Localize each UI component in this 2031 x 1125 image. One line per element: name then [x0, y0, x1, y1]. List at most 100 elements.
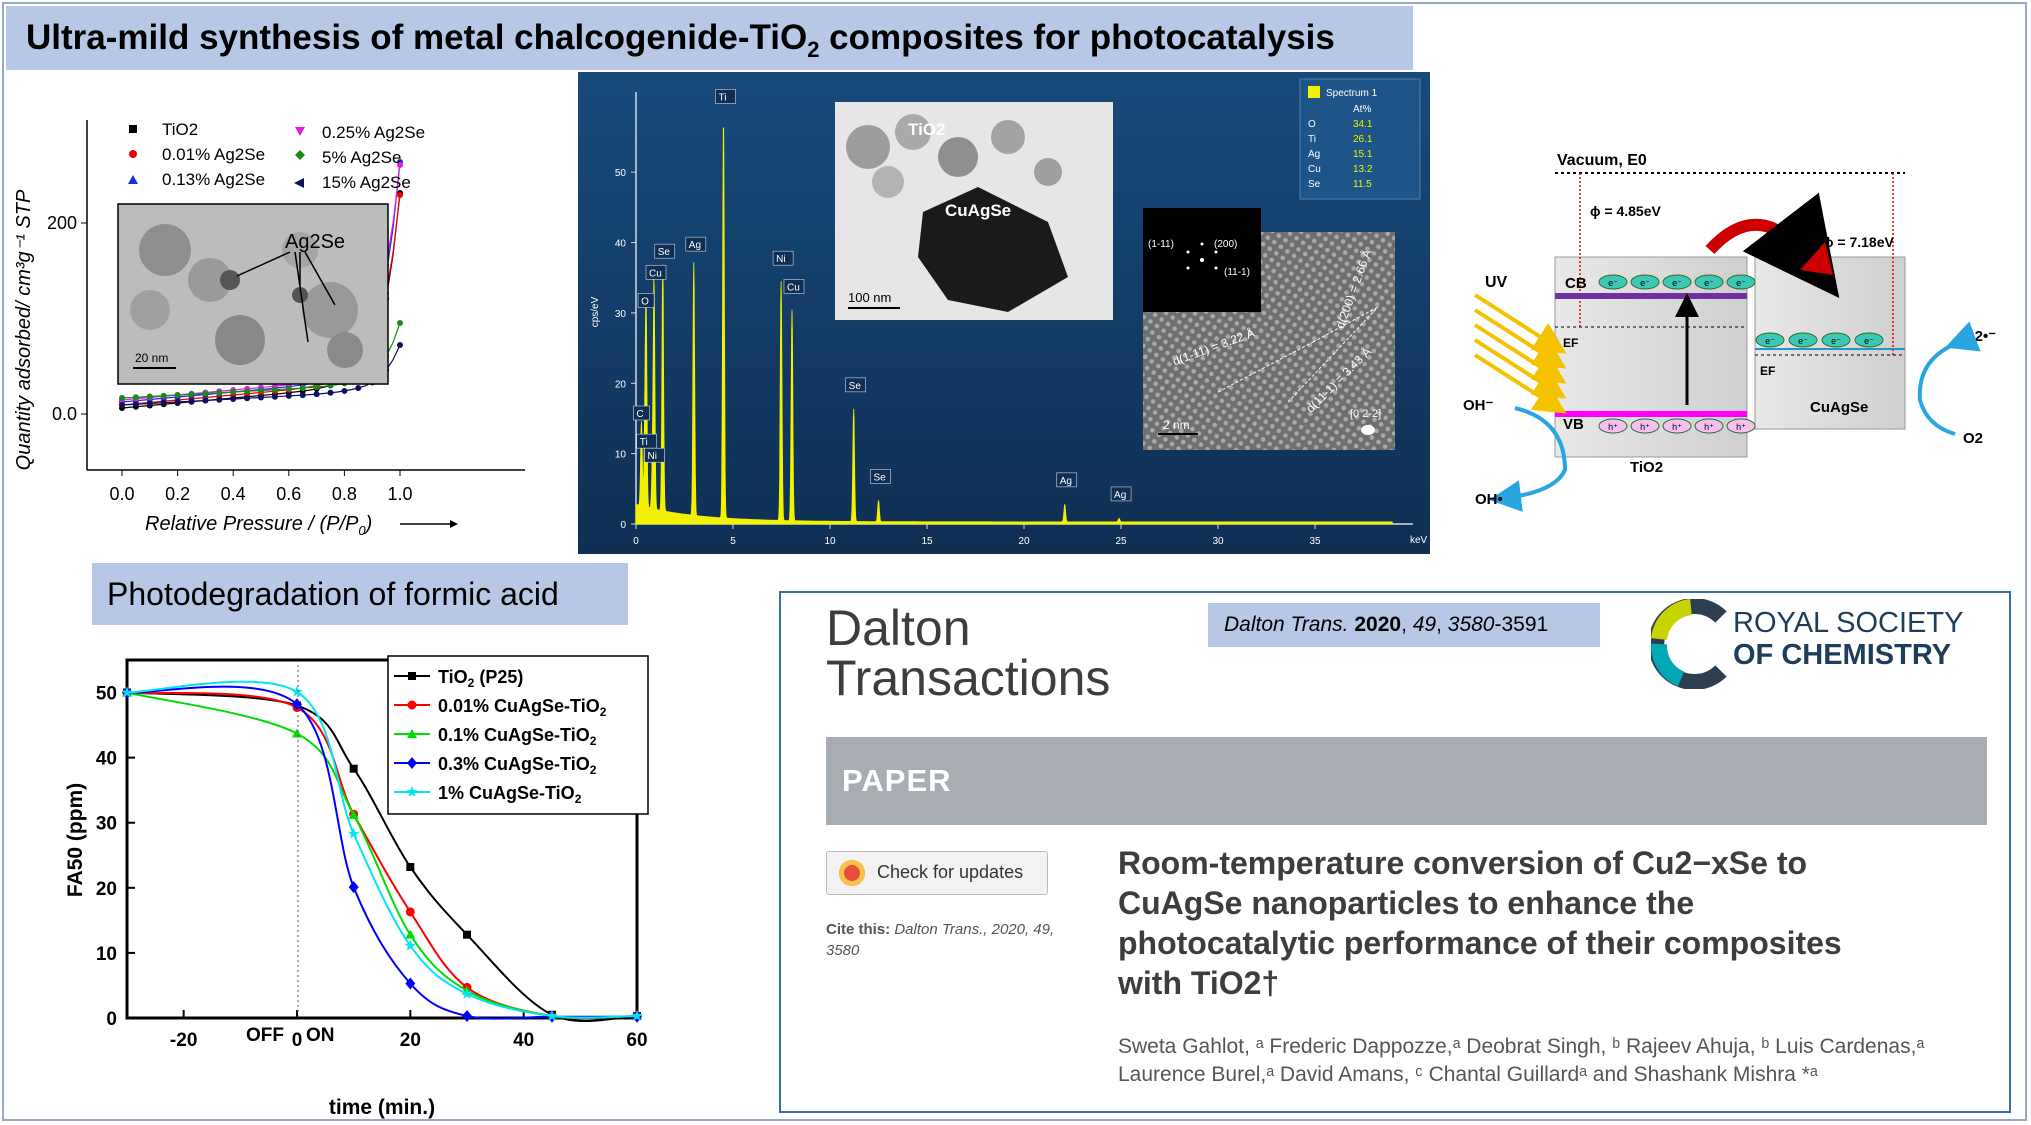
svg-text:TiO2: TiO2 [162, 120, 198, 139]
bet-isotherm-point [244, 395, 251, 402]
bet-xtick-label: 0.4 [221, 484, 246, 504]
svg-text:VB: VB [1563, 416, 1584, 433]
chart-xtick-label: 60 [626, 1030, 647, 1051]
eds-peak-label-box [685, 236, 707, 252]
paper-header: Dalton Transactions Dalton Trans. 2020, 4… [779, 591, 2011, 1113]
svg-text:5% Ag2Se: 5% Ag2Se [322, 148, 401, 167]
charge-carrier-marker [1598, 418, 1628, 434]
chart-legend-label: 0.1% CuAgSe-TiO2 [438, 725, 597, 748]
eds-peak-label-box [870, 469, 891, 484]
eds-ytick-label: 20 [615, 379, 627, 390]
article-type-bar: PAPER [826, 737, 1987, 825]
chart-legend-marker [406, 786, 418, 797]
svg-text:(1-11): (1-11) [1148, 239, 1174, 250]
eds-peak-label: O [641, 296, 649, 307]
chart-data-point [349, 764, 358, 773]
bet-xtick-label: 0.2 [165, 484, 190, 504]
bet-isotherm-point [397, 320, 403, 326]
check-for-updates-button[interactable]: Check for updates [826, 851, 1048, 895]
chart-legend-label: 0.01% CuAgSe-TiO2 [438, 696, 607, 719]
chart-data-point [405, 977, 416, 990]
eds-peak-label: Se [849, 381, 862, 392]
eds-peak-label: Ag [1114, 490, 1126, 501]
chart-data-point [348, 809, 359, 819]
bet-isotherm-point [397, 192, 403, 198]
author-list: Sweta Gahlot, ᵃ Frederic Dappozze,ᵃ Deob… [1118, 1035, 1925, 1086]
svg-text:Spectrum 1: Spectrum 1 [1326, 88, 1378, 99]
bet-isotherm-point [188, 391, 195, 398]
bet-isotherm-point [202, 390, 209, 397]
bet-isotherm-point [271, 393, 278, 400]
eds-peak-label: Ag [1060, 476, 1072, 487]
svg-text:keV: keV [1410, 535, 1428, 546]
charge-carrier-label: h⁺ [1640, 422, 1650, 432]
chart-ylabel: FA50 (ppm) [64, 783, 87, 897]
chart-legend-box [387, 655, 649, 815]
citation-box: Dalton Trans. 2020, 49, 3580-3591 [1208, 603, 1600, 647]
eds-peak-label-box [644, 447, 665, 463]
svg-text:ϕ = 7.18eV: ϕ = 7.18eV [1823, 234, 1894, 250]
chart-xlabel: time (min.) [329, 1096, 435, 1119]
chart-xtick-label: 40 [513, 1030, 534, 1051]
svg-text:CB: CB [1565, 275, 1587, 292]
bet-xtick-label: 1.0 [387, 484, 412, 504]
svg-text:(11-1): (11-1) [1224, 267, 1250, 278]
eds-atpercent: 13.2 [1353, 164, 1373, 175]
bet-isotherm-point [258, 387, 264, 394]
eds-peak-label-box [783, 279, 805, 294]
svg-text:100 nm: 100 nm [848, 290, 891, 305]
bet-xtick-label: 0.6 [276, 484, 301, 504]
svg-text:0.13% Ag2Se: 0.13% Ag2Se [162, 170, 265, 189]
bet-legend: TiO2 0.01% Ag2Se 0.13% Ag2Se 0.25% Ag2Se… [128, 120, 425, 192]
charge-carrier-label: e⁻ [1640, 278, 1650, 288]
charge-carrier-label: h⁺ [1672, 422, 1682, 432]
charge-carrier-marker [1630, 274, 1660, 290]
svg-text:At%: At% [1353, 104, 1371, 115]
eds-peak-label: Se [658, 247, 671, 258]
check-updates-icon [839, 860, 865, 886]
svg-text:UV: UV [1485, 274, 1508, 291]
eds-peaks: C O Ti Ni Cu Se Ag Ti Ni Cu Se Se Ag Ag [633, 89, 1394, 525]
eds-xtick-label: 30 [1212, 536, 1224, 547]
eds-ytick-label: 0 [620, 520, 626, 531]
eds-peak-label: Ti [640, 437, 648, 448]
eds-peak-label-box [772, 250, 794, 266]
svg-text:Vacuum, E0: Vacuum, E0 [1557, 152, 1647, 169]
eds-xtick-label: 15 [921, 536, 933, 547]
charge-carrier-marker [1598, 274, 1628, 290]
chart-annotation-on: ON [306, 1025, 335, 1046]
eds-peak-label-box [637, 293, 655, 308]
bet-isotherm-point [230, 395, 237, 402]
bet-xtick-label: 0.0 [109, 484, 134, 504]
formic-acid-chart: FA50 (ppm) time (min.) -20 0 20 40 60 0 10 20 30… [64, 655, 649, 1119]
chart-data-point [404, 939, 417, 951]
bet-xticks: 0.0 0.2 0.4 0.6 0.8 1.0 [109, 470, 413, 504]
charge-carrier-label: e⁻ [1608, 278, 1618, 288]
bet-isotherm-point [285, 392, 292, 399]
chart-data-point [292, 698, 302, 711]
chart-xtick-label: 0 [292, 1030, 303, 1051]
bet-isotherm-point [313, 391, 320, 398]
eds-peak-label-box [645, 264, 667, 280]
chart-ytick-label: 20 [96, 879, 117, 900]
bet-isotherm-point [119, 395, 125, 401]
chart-legend-label: TiO2 (P25) [438, 667, 523, 690]
bet-isotherm-point [132, 401, 139, 408]
eds-element: Se [1308, 179, 1321, 190]
bet-inset-tem-image: Ag2Se 20 nm [117, 203, 389, 385]
svg-text:0.01% Ag2Se: 0.01% Ag2Se [162, 145, 265, 164]
charge-carrier-marker [1694, 418, 1724, 434]
eds-peak-label-box [715, 89, 736, 104]
bet-isotherm-point [244, 388, 251, 395]
bet-xtick-label: 0.8 [332, 484, 357, 504]
chart-data-point [348, 881, 359, 894]
svg-text:TiO2: TiO2 [1630, 459, 1663, 476]
bet-isotherm-point [355, 384, 362, 391]
svg-text:ϕ = 4.85eV: ϕ = 4.85eV [1590, 203, 1661, 219]
section-title: Photodegradation of formic acid [92, 563, 628, 625]
charge-carrier-label: e⁻ [1831, 336, 1841, 346]
bet-ylabel: Quantity adsorbed/ cm³g⁻¹ STP [13, 189, 35, 470]
svg-text:CuAgSe: CuAgSe [945, 201, 1011, 220]
chart-data-point [462, 1010, 472, 1023]
svg-text:cps/eV: cps/eV [590, 296, 601, 327]
